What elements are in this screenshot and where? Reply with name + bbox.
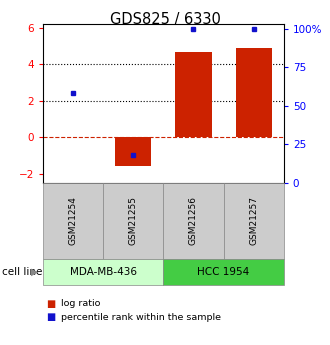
Bar (115, 137, 151, 166)
Bar (176, 51, 212, 137)
Text: GDS825 / 6330: GDS825 / 6330 (110, 12, 220, 27)
Text: ■: ■ (46, 313, 55, 322)
Text: GSM21254: GSM21254 (69, 196, 78, 245)
Text: MDA-MB-436: MDA-MB-436 (70, 267, 137, 277)
Text: percentile rank within the sample: percentile rank within the sample (61, 313, 221, 322)
Text: ■: ■ (46, 299, 55, 308)
Text: HCC 1954: HCC 1954 (197, 267, 250, 277)
Text: GSM21255: GSM21255 (129, 196, 138, 245)
Text: GSM21257: GSM21257 (249, 196, 258, 245)
Text: cell line: cell line (2, 267, 42, 277)
Bar (236, 48, 272, 137)
Text: log ratio: log ratio (61, 299, 100, 308)
Text: GSM21256: GSM21256 (189, 196, 198, 245)
Text: ▶: ▶ (31, 267, 38, 277)
